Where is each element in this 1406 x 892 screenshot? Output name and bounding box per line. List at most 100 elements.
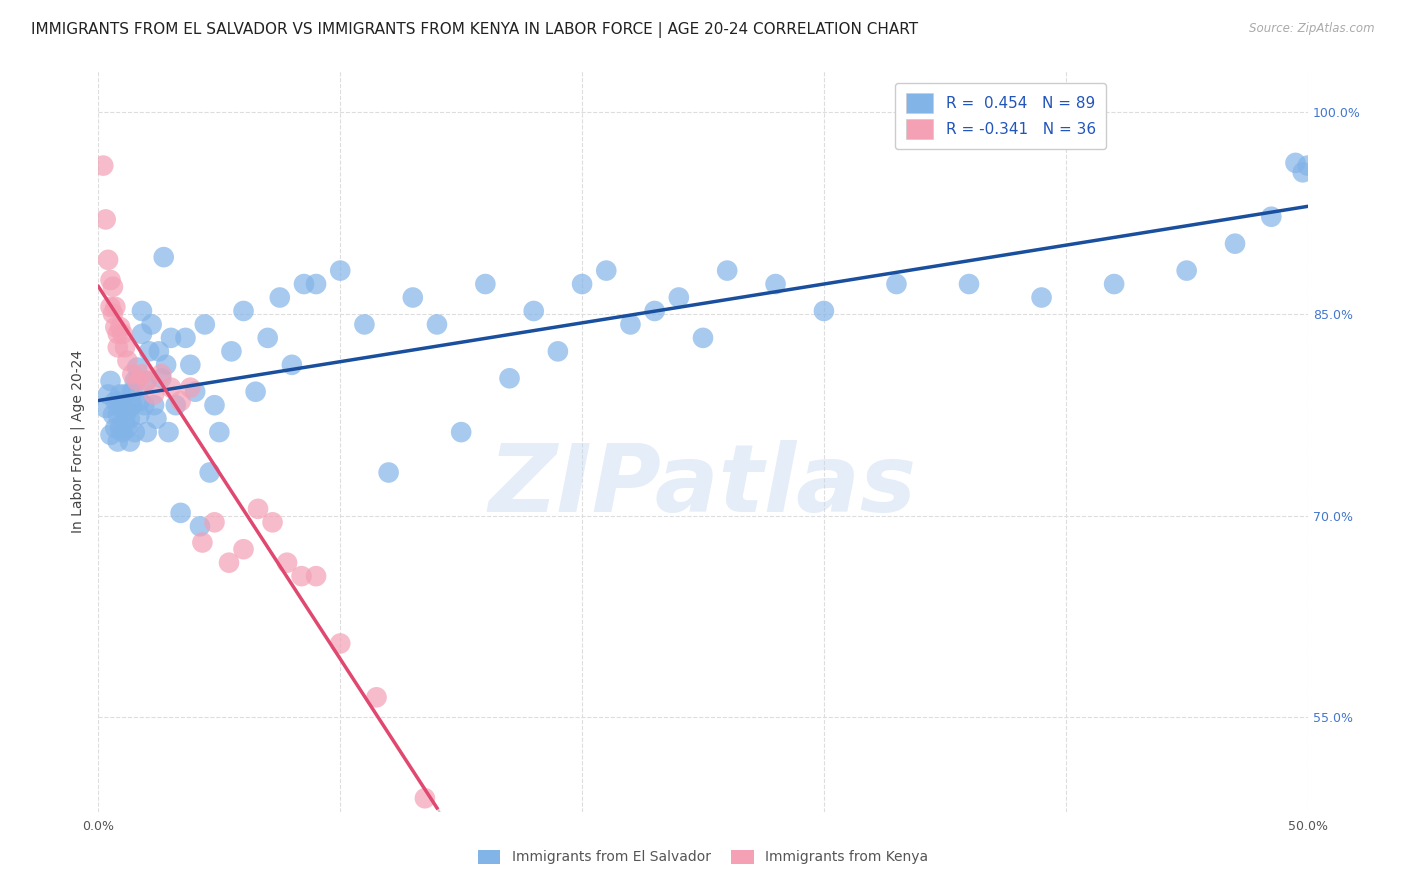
Point	[152, 250, 174, 264]
Point	[121, 384, 143, 399]
Point	[198, 466, 221, 480]
Point	[204, 398, 226, 412]
Point	[668, 291, 690, 305]
Point	[117, 403, 139, 417]
Point	[101, 408, 124, 422]
Point	[108, 421, 131, 435]
Point	[194, 318, 217, 332]
Point	[813, 304, 835, 318]
Point	[117, 353, 139, 368]
Point	[160, 331, 183, 345]
Point	[262, 516, 284, 530]
Point	[143, 398, 166, 412]
Point	[128, 394, 150, 409]
Point	[402, 291, 425, 305]
Point	[138, 344, 160, 359]
Point	[155, 358, 177, 372]
Point	[117, 421, 139, 435]
Point	[135, 374, 157, 388]
Point	[94, 401, 117, 415]
Point	[127, 360, 149, 375]
Point	[111, 401, 134, 415]
Point	[107, 326, 129, 341]
Point	[353, 318, 375, 332]
Point	[377, 466, 399, 480]
Point	[247, 501, 270, 516]
Point	[450, 425, 472, 439]
Point	[204, 516, 226, 530]
Point	[100, 300, 122, 314]
Point	[97, 387, 120, 401]
Point	[108, 401, 131, 415]
Point	[100, 273, 122, 287]
Point	[366, 690, 388, 705]
Point	[523, 304, 546, 318]
Point	[150, 371, 173, 385]
Point	[104, 300, 127, 314]
Point	[131, 368, 153, 382]
Point	[101, 279, 124, 293]
Point	[121, 398, 143, 412]
Point	[114, 414, 136, 428]
Point	[114, 387, 136, 401]
Text: ZIPatlas: ZIPatlas	[489, 440, 917, 532]
Point	[1175, 263, 1198, 277]
Point	[292, 277, 315, 291]
Point	[145, 411, 167, 425]
Point	[245, 384, 267, 399]
Point	[184, 384, 207, 399]
Point	[107, 434, 129, 449]
Point	[1292, 165, 1315, 179]
Point	[290, 569, 312, 583]
Point	[108, 387, 131, 401]
Point	[179, 358, 201, 372]
Point	[94, 212, 117, 227]
Point	[104, 320, 127, 334]
Point	[135, 425, 157, 439]
Point	[111, 326, 134, 341]
Point	[124, 374, 146, 388]
Point	[179, 381, 201, 395]
Point	[221, 344, 243, 359]
Point	[101, 307, 124, 321]
Point	[276, 556, 298, 570]
Point	[157, 425, 180, 439]
Point	[619, 318, 641, 332]
Point	[107, 408, 129, 422]
Point	[1296, 159, 1319, 173]
Point	[208, 425, 231, 439]
Point	[426, 318, 449, 332]
Text: Source: ZipAtlas.com: Source: ZipAtlas.com	[1250, 22, 1375, 36]
Point	[169, 394, 191, 409]
Point	[141, 318, 163, 332]
Point	[281, 358, 304, 372]
Point	[131, 326, 153, 341]
Point	[160, 381, 183, 395]
Point	[595, 263, 617, 277]
Point	[97, 252, 120, 267]
Point	[1284, 156, 1306, 170]
Point	[329, 636, 352, 650]
Point	[1223, 236, 1246, 251]
Legend: Immigrants from El Salvador, Immigrants from Kenya: Immigrants from El Salvador, Immigrants …	[471, 843, 935, 871]
Y-axis label: In Labor Force | Age 20-24: In Labor Force | Age 20-24	[70, 350, 84, 533]
Point	[169, 506, 191, 520]
Point	[111, 425, 134, 439]
Point	[118, 434, 141, 449]
Point	[1260, 210, 1282, 224]
Point	[692, 331, 714, 345]
Point	[100, 427, 122, 442]
Point	[269, 291, 291, 305]
Point	[165, 398, 187, 412]
Point	[218, 556, 240, 570]
Point	[716, 263, 738, 277]
Point	[1031, 291, 1053, 305]
Point	[474, 277, 496, 291]
Point	[121, 368, 143, 382]
Point	[305, 569, 328, 583]
Point	[886, 277, 908, 291]
Point	[104, 394, 127, 409]
Point	[108, 320, 131, 334]
Point	[256, 331, 278, 345]
Point	[100, 374, 122, 388]
